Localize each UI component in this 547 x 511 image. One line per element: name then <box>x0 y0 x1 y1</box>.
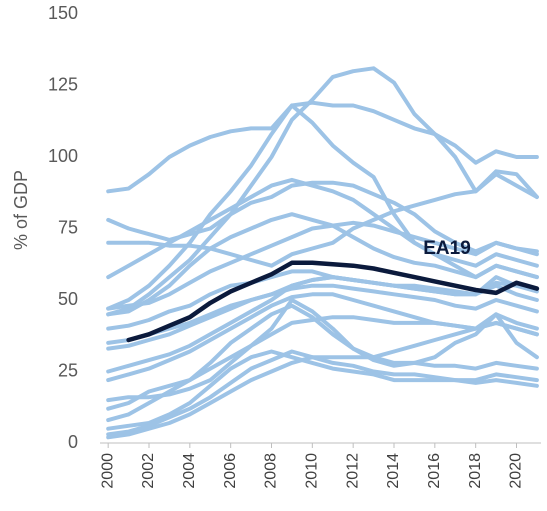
series-line <box>106 315 539 411</box>
y-tick-label: 0 <box>68 432 78 452</box>
series-line <box>106 349 539 437</box>
x-tick-label: 2008 <box>263 453 280 489</box>
series-line <box>106 283 539 351</box>
series-line <box>106 220 539 311</box>
y-axis-label: % of GDP <box>11 170 31 250</box>
series-line <box>106 312 539 440</box>
y-tick-label: 75 <box>58 217 78 237</box>
series-line <box>106 169 539 268</box>
series-line <box>106 275 539 374</box>
y-tick-label: 25 <box>58 360 78 380</box>
x-tick-label: 2004 <box>181 453 198 489</box>
x-tick-label: 2010 <box>304 453 321 489</box>
y-tick-label: 125 <box>48 74 78 94</box>
series-line <box>106 212 539 317</box>
series-line <box>106 66 539 317</box>
series-line <box>106 177 539 280</box>
x-tick-label: 2006 <box>222 453 239 489</box>
y-tick-label: 100 <box>48 146 78 166</box>
x-tick-label: 2020 <box>508 453 525 489</box>
x-tick-label: 2016 <box>426 453 443 489</box>
series-line <box>106 303 539 423</box>
series-line <box>106 100 539 194</box>
series-line <box>126 260 540 343</box>
x-tick-label: 2000 <box>99 453 116 489</box>
y-tick-label: 50 <box>58 289 78 309</box>
x-tick-label: 2002 <box>140 453 157 489</box>
x-tick-label: 2014 <box>385 453 402 489</box>
series-label: EA19 <box>423 238 471 259</box>
series-line <box>106 103 539 311</box>
x-tick-label: 2012 <box>344 453 361 489</box>
y-tick-label: 150 <box>48 3 78 23</box>
x-tick-label: 2018 <box>467 453 484 489</box>
